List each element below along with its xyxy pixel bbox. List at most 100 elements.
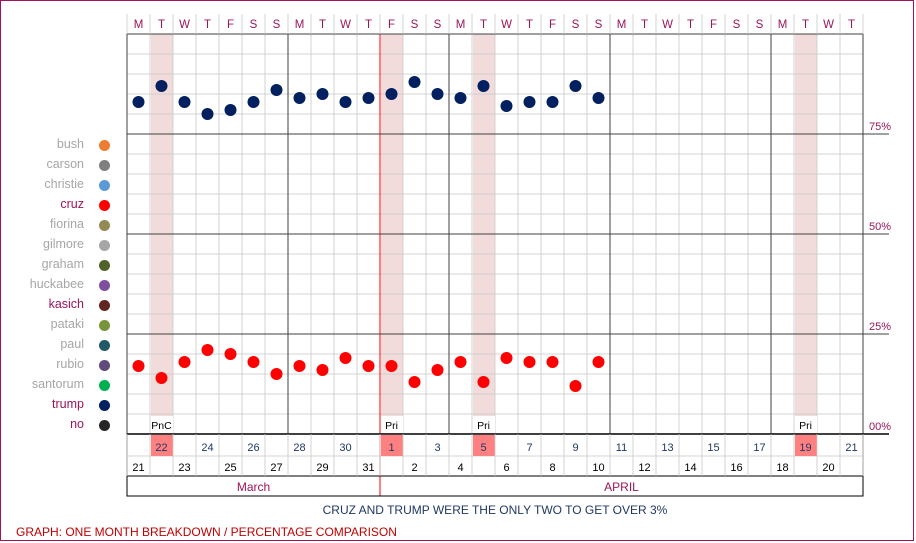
data-point-trump [477, 80, 490, 92]
date-label: 31 [362, 462, 374, 474]
date-highlight [151, 435, 173, 456]
legend-marker [99, 200, 110, 211]
day-letter-label: T [365, 19, 372, 31]
legend-label: santorum [31, 377, 84, 391]
day-letter-label: T [158, 19, 165, 31]
date-label: 12 [638, 462, 650, 474]
legend-marker [99, 360, 110, 371]
y-tick-label: 00% [869, 421, 891, 433]
legend-marker [99, 380, 110, 391]
legend-marker [99, 340, 110, 351]
date-label: 8 [549, 462, 555, 474]
day-letter-label: W [340, 19, 351, 31]
data-point-cruz [339, 352, 352, 364]
day-letter-label: S [756, 19, 764, 31]
date-label: 29 [316, 462, 328, 474]
date-label: 15 [707, 442, 719, 454]
date-label: 23 [178, 462, 190, 474]
legend-marker [99, 240, 110, 251]
day-letter-label: T [848, 19, 855, 31]
day-letter-label: S [434, 19, 442, 31]
event-label-bg [473, 416, 495, 433]
date-label: 30 [339, 442, 351, 454]
y-tick-label: 25% [869, 321, 891, 333]
date-label: 28 [293, 442, 305, 454]
day-letter-label: M [617, 19, 627, 31]
legend-label: christie [44, 177, 84, 191]
legend-label: fiorina [49, 217, 84, 231]
day-letter-label: M [295, 19, 305, 31]
data-point-trump [247, 96, 260, 108]
data-point-trump [178, 96, 191, 108]
event-label: Pri [799, 420, 812, 432]
data-point-cruz [431, 364, 444, 376]
legend-label: graham [41, 257, 84, 271]
date-label: 7 [526, 442, 532, 454]
day-letter-label: S [250, 19, 258, 31]
data-point-trump [270, 84, 283, 96]
data-point-cruz [270, 368, 283, 380]
data-point-cruz [316, 364, 329, 376]
legend-label: bush [56, 137, 84, 151]
date-label: 14 [684, 462, 696, 474]
date-label: 24 [201, 442, 213, 454]
day-letter-label: W [179, 19, 190, 31]
data-point-cruz [247, 356, 260, 368]
data-point-trump [454, 92, 467, 104]
day-letter-label: F [227, 19, 234, 31]
event-label: Pri [477, 420, 490, 432]
day-letter-label: T [802, 19, 809, 31]
date-highlight [795, 435, 817, 456]
day-letter-label: S [572, 19, 580, 31]
day-letter-label: T [687, 19, 694, 31]
data-point-cruz [546, 356, 559, 368]
legend-label: paul [60, 337, 84, 351]
day-letter-label: T [204, 19, 211, 31]
data-point-cruz [569, 380, 582, 392]
legend-marker [99, 160, 110, 171]
date-label: 18 [776, 462, 788, 474]
chart-subtitle: CRUZ AND TRUMP WERE THE ONLY TWO TO GET … [322, 503, 668, 517]
legend-marker [99, 420, 110, 431]
legend-marker [99, 220, 110, 231]
legend-label: pataki [50, 317, 84, 331]
data-point-trump [569, 80, 582, 92]
data-point-cruz [178, 356, 191, 368]
date-label: 21 [132, 462, 144, 474]
day-letter-label: F [710, 19, 717, 31]
data-point-cruz [500, 352, 513, 364]
date-label: 20 [822, 462, 834, 474]
data-point-trump [546, 96, 559, 108]
day-letter-label: F [549, 19, 556, 31]
data-point-trump [431, 88, 444, 100]
legend-label: huckabee [29, 277, 84, 291]
data-point-cruz [293, 360, 306, 372]
data-point-cruz [201, 344, 214, 356]
day-letter-label: W [501, 19, 512, 31]
day-letter-label: F [388, 19, 395, 31]
footer-caption: GRAPH: ONE MONTH BREAKDOWN / PERCENTAGE … [16, 525, 397, 539]
date-label: 9 [572, 442, 578, 454]
data-point-cruz [454, 356, 467, 368]
day-letter-label: T [526, 19, 533, 31]
y-tick-label: 75% [869, 121, 891, 133]
legend-marker [99, 180, 110, 191]
data-point-trump [316, 88, 329, 100]
date-label: 19 [799, 442, 811, 454]
legend-label: rubio [56, 357, 84, 371]
date-label: 13 [661, 442, 673, 454]
data-point-trump [408, 76, 421, 88]
date-label: 11 [616, 442, 627, 454]
legend-label: carson [46, 157, 84, 171]
day-letter-label: M [778, 19, 788, 31]
day-letter-label: S [595, 19, 603, 31]
legend-label: cruz [60, 197, 84, 211]
data-point-trump [155, 80, 168, 92]
date-label: 10 [592, 462, 604, 474]
data-point-cruz [385, 360, 398, 372]
data-point-trump [339, 96, 352, 108]
date-label: 6 [503, 462, 509, 474]
legend-marker [99, 280, 110, 291]
legend-label: no [70, 417, 84, 431]
